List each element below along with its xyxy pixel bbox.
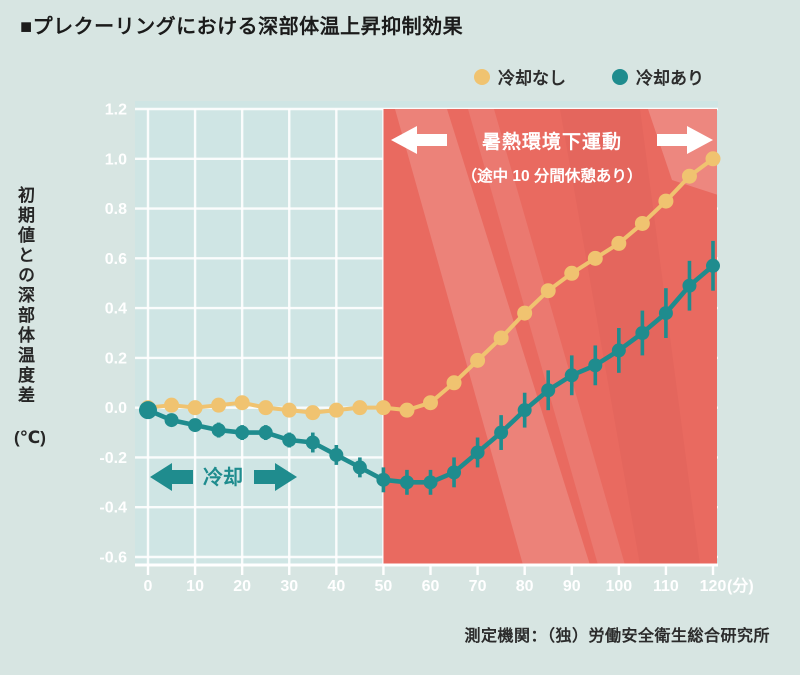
series-no-cooling-point	[352, 400, 368, 416]
x-tick-label: 60	[422, 578, 440, 595]
series-no-cooling-point	[375, 400, 391, 416]
y-axis-unit: (℃)	[14, 428, 46, 447]
series-no-cooling-point	[681, 168, 697, 184]
cooling-dot-icon	[612, 68, 628, 85]
series-cooling-point	[611, 343, 626, 358]
x-tick-label: 110	[653, 578, 679, 595]
exercise-region-texture	[395, 109, 590, 565]
no-cooling-dot-icon	[474, 68, 490, 85]
exercise-region	[383, 109, 717, 565]
legend-item-cooling: 冷却あり	[612, 64, 704, 89]
series-no-cooling-point	[564, 265, 580, 281]
y-tick-label: -0.2	[99, 450, 127, 467]
series-cooling-point	[423, 475, 438, 490]
series-no-cooling-point	[281, 402, 297, 418]
series-no-cooling-point	[470, 352, 486, 368]
y-tick-label: -0.6	[99, 550, 127, 567]
exercise-region-texture	[648, 109, 717, 195]
series-cooling-point	[282, 433, 297, 448]
series-no-cooling-point	[634, 215, 650, 231]
series-no-cooling-point	[211, 397, 227, 413]
series-no-cooling-point	[540, 283, 556, 299]
series-cooling-point	[235, 425, 250, 440]
cooling-arrow-right-icon	[254, 463, 297, 491]
exercise-region-texture	[468, 109, 625, 565]
y-tick-label: 1.0	[105, 151, 127, 168]
series-cooling-point	[470, 445, 485, 460]
series-cooling-point	[376, 472, 391, 487]
legend: 冷却なし 冷却あり	[474, 64, 704, 89]
series-no-cooling-point	[446, 375, 462, 391]
series-cooling-point	[164, 413, 179, 428]
source-note: 測定機関：（独）労働安全衛生総合研究所	[464, 628, 770, 645]
x-tick-label: 50	[375, 578, 393, 595]
y-tick-label: 0.8	[105, 201, 127, 218]
exercise-arrow-left-icon	[391, 126, 447, 154]
series-cooling-point	[706, 258, 720, 273]
series-cooling-point	[352, 460, 367, 475]
legend-label-no-cooling: 冷却なし	[498, 69, 566, 88]
y-axis-title: 初期値との深部体温度差	[15, 186, 34, 406]
x-axis-unit-label: (分)	[727, 577, 754, 595]
y-tick-label: 0.6	[105, 251, 127, 268]
series-no-cooling-point	[705, 151, 721, 167]
exercise-region-texture	[560, 109, 700, 565]
series-cooling-point	[494, 425, 509, 440]
page-title: ■プレクーリングにおける深部体温上昇抑制効果	[20, 16, 464, 38]
series-cooling-point	[658, 306, 673, 321]
series-no-cooling-point	[587, 250, 603, 266]
x-tick-label: 30	[280, 578, 298, 595]
y-tick-label: 0.4	[105, 301, 127, 318]
legend-item-no-cooling: 冷却なし	[474, 64, 566, 89]
x-tick-label: 120	[700, 578, 727, 595]
series-cooling-point	[541, 383, 556, 398]
exercise-region-label-line2: （途中 10 分間休憩あり）	[462, 166, 643, 185]
series-no-cooling-point	[187, 400, 203, 416]
x-tick-label: 0	[144, 578, 153, 595]
series-cooling-point	[258, 425, 273, 440]
series-cooling-point	[188, 418, 203, 433]
series-no-cooling-point	[517, 305, 533, 321]
exercise-region-group	[383, 109, 717, 565]
series-cooling-point	[682, 278, 697, 293]
series-cooling-point	[564, 368, 579, 383]
x-tick-label: 90	[563, 578, 581, 595]
series-no-cooling-point	[234, 395, 250, 411]
series-no-cooling-point	[399, 402, 415, 418]
y-tick-label: 0.2	[105, 350, 127, 367]
series-cooling-point	[399, 475, 414, 490]
y-tick-label: 0.0	[105, 400, 127, 417]
cooling-arrow-label: 冷却	[203, 465, 243, 489]
x-tick-label: 100	[605, 578, 632, 595]
series-cooling-point	[588, 358, 603, 373]
legend-label-cooling: 冷却あり	[636, 69, 704, 88]
series-no-cooling-point	[493, 330, 509, 346]
exercise-region-label-line1: 暑熱環境下運動	[482, 130, 622, 153]
series-no-cooling-point	[658, 193, 674, 209]
x-tick-label: 10	[186, 578, 204, 595]
cooling-arrow-left-icon	[150, 463, 193, 491]
series-no-cooling-point	[305, 405, 321, 421]
series-cooling-point	[447, 465, 462, 480]
series-cooling-point	[305, 435, 320, 450]
series-cooling-point	[139, 401, 157, 420]
series-cooling-point	[329, 447, 344, 462]
series-cooling-point	[211, 423, 226, 438]
y-tick-label: -0.4	[99, 500, 127, 517]
series-no-cooling-point	[611, 235, 627, 251]
series-no-cooling-point	[258, 400, 274, 416]
series-no-cooling-point	[423, 395, 438, 411]
y-tick-label: 1.2	[105, 102, 127, 119]
exercise-arrow-right-icon	[657, 126, 713, 154]
x-tick-label: 40	[327, 578, 345, 595]
x-tick-label: 70	[469, 578, 487, 595]
x-tick-label: 20	[233, 578, 251, 595]
series-cooling-point	[635, 326, 650, 340]
x-tick-label: 80	[516, 578, 534, 595]
series-cooling-point	[517, 403, 532, 418]
series-no-cooling-point	[328, 402, 344, 418]
series-no-cooling-point	[164, 397, 180, 413]
